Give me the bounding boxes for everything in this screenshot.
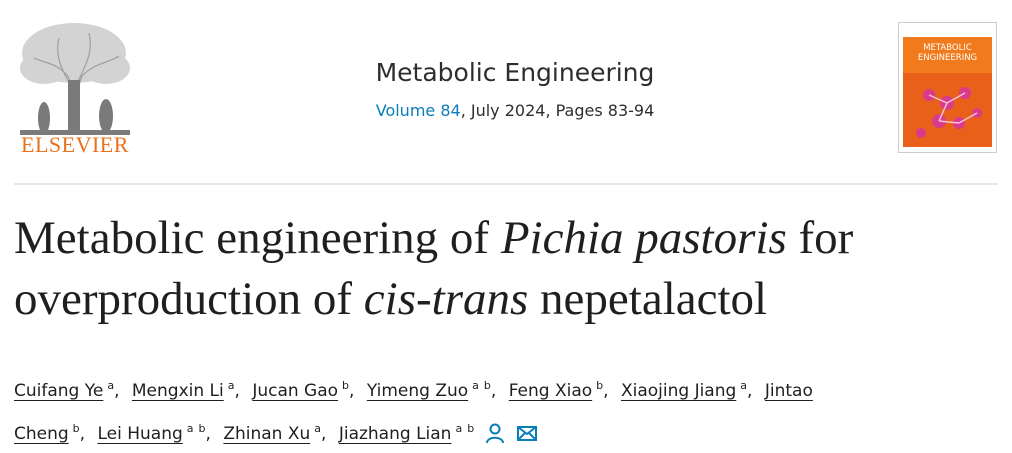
author-name[interactable]: Jintao Cheng bbox=[14, 381, 813, 444]
author-name[interactable]: Jiazhang Lian bbox=[338, 424, 452, 444]
journal-name[interactable]: Metabolic Engineering bbox=[375, 58, 655, 87]
title-segment: for overproduction of bbox=[14, 212, 854, 325]
separator: , bbox=[321, 424, 327, 444]
separator: , bbox=[490, 381, 497, 401]
author: Yimeng Zuo a b, bbox=[366, 379, 503, 401]
title-segment: Metabolic engineering of bbox=[14, 212, 501, 264]
author-name[interactable]: Xiaojing Jiang bbox=[620, 381, 737, 401]
author: Lei Huang a b, bbox=[97, 422, 217, 444]
separator: , bbox=[205, 424, 211, 444]
affiliation-mark[interactable]: a bbox=[186, 422, 194, 435]
affiliation-mark[interactable]: a bbox=[740, 379, 748, 392]
affiliation-marks: a bbox=[314, 422, 321, 435]
author-name[interactable]: Feng Xiao bbox=[508, 381, 593, 401]
journal-cover[interactable]: METABOLIC ENGINEERING bbox=[898, 22, 997, 153]
affiliation-marks: b bbox=[73, 422, 80, 435]
author-name[interactable]: Zhinan Xu bbox=[223, 424, 311, 444]
author-profile-icon[interactable] bbox=[484, 422, 506, 444]
title-segment: nepetalactol bbox=[528, 273, 768, 325]
separator: , bbox=[114, 381, 120, 401]
separator: , bbox=[79, 424, 86, 444]
volume-link[interactable]: Volume 84 bbox=[375, 101, 461, 120]
affiliation-marks: a bbox=[228, 379, 235, 392]
affiliation-mark[interactable]: b bbox=[483, 379, 491, 392]
separator: , bbox=[349, 381, 355, 401]
author-name[interactable]: Cuifang Ye bbox=[14, 381, 104, 401]
affiliation-marks: b bbox=[596, 379, 603, 392]
affiliation-marks: b bbox=[342, 379, 349, 392]
author-name[interactable]: Lei Huang bbox=[97, 424, 183, 444]
affiliation-mark[interactable]: b bbox=[198, 422, 206, 435]
separator: , bbox=[603, 381, 609, 401]
author: Jintao Cheng b, bbox=[14, 381, 813, 444]
author: Mengxin Li a, bbox=[131, 379, 247, 401]
author: Feng Xiao b, bbox=[508, 379, 616, 401]
article-title: Metabolic engineering of Pichia pastoris… bbox=[14, 208, 974, 330]
issue-info: , July 2024, Pages 83-94 bbox=[460, 101, 655, 120]
affiliation-mark[interactable]: b bbox=[596, 379, 604, 392]
author: Zhinan Xu a, bbox=[223, 422, 333, 444]
author: Jucan Gao b, bbox=[252, 379, 361, 401]
cover-title: METABOLIC ENGINEERING bbox=[917, 43, 978, 63]
separator: , bbox=[747, 381, 753, 401]
affiliation-mark[interactable]: b bbox=[72, 422, 80, 435]
email-icon[interactable] bbox=[516, 422, 538, 444]
author: Cuifang Ye a, bbox=[14, 379, 126, 401]
affiliation-mark[interactable]: b bbox=[342, 379, 350, 392]
affiliation-mark[interactable]: a bbox=[107, 379, 115, 392]
affiliation-mark[interactable]: b bbox=[467, 422, 475, 435]
author-list: Cuifang Ye a, Mengxin Li a, Jucan Gao b, Yi… bbox=[14, 367, 894, 453]
affiliation-mark[interactable]: a bbox=[314, 422, 322, 435]
separator: , bbox=[234, 381, 240, 401]
author-name[interactable]: Yimeng Zuo bbox=[366, 381, 469, 401]
publisher-logo[interactable] bbox=[14, 18, 136, 158]
cover-art bbox=[899, 23, 996, 152]
publisher-name: ELSEVIER bbox=[21, 132, 129, 157]
author-name[interactable]: Jucan Gao bbox=[252, 381, 339, 401]
affiliation-mark[interactable]: a bbox=[227, 379, 235, 392]
author: Jiazhang Lian a b bbox=[338, 422, 538, 444]
journal-info: Volume 84, July 2024, Pages 83-94 bbox=[260, 101, 770, 120]
divider bbox=[14, 183, 998, 185]
author: Xiaojing Jiang a, bbox=[620, 379, 759, 401]
title-segment: Pichia pastoris bbox=[500, 212, 787, 264]
affiliation-marks: a bbox=[107, 379, 114, 392]
affiliation-mark[interactable]: a bbox=[455, 422, 463, 435]
author-name[interactable]: Mengxin Li bbox=[131, 381, 224, 401]
journal-block: Metabolic Engineering Volume 84, July 20… bbox=[260, 58, 770, 120]
title-segment: cis-trans bbox=[363, 273, 529, 325]
affiliation-mark[interactable]: a bbox=[472, 379, 479, 392]
affiliation-marks: a bbox=[740, 379, 747, 392]
